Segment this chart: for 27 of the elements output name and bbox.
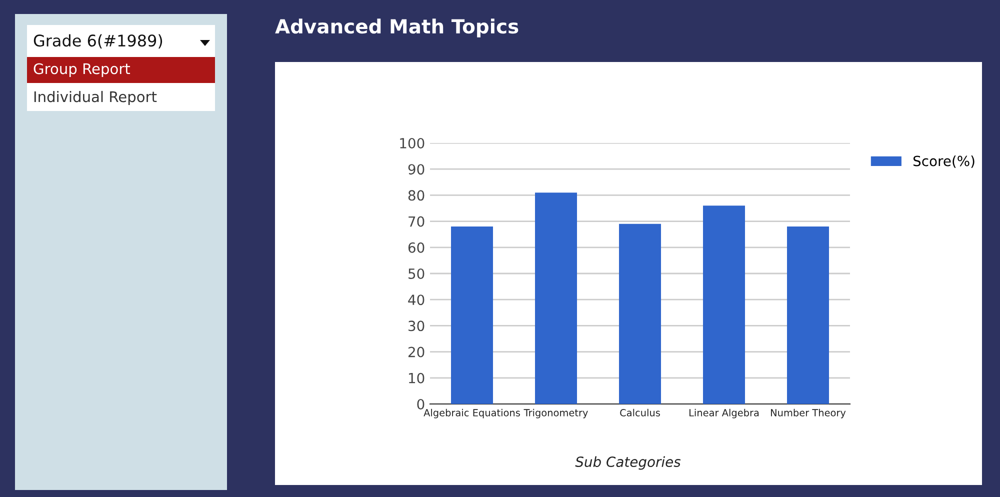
bar	[535, 192, 577, 404]
x-tick-label: Calculus	[620, 408, 660, 416]
y-tick-label: 90	[408, 164, 424, 175]
y-tick-label: 60	[408, 242, 424, 253]
y-tick-label: 50	[408, 268, 424, 279]
text: Individual Report	[34, 90, 157, 106]
chart-title: Advanced Math Topics	[275, 18, 518, 38]
x-tick-label: Trigonometry	[524, 408, 588, 418]
text: Grade 6(#1989)	[34, 34, 162, 49]
text: Group Report	[34, 63, 130, 78]
legend-label: Score(%)	[913, 156, 974, 168]
bar	[619, 224, 661, 404]
y-tick-label: 10	[408, 372, 424, 384]
x-tick-label: Linear Algebra	[689, 408, 759, 418]
y-tick-label: 70	[408, 216, 424, 227]
y-tick-label: 40	[408, 294, 424, 306]
y-tick-label: 100	[400, 138, 424, 148]
bar	[787, 226, 829, 404]
y-tick-label: 30	[408, 320, 424, 332]
x-tick-label: Algebraic Equations	[424, 408, 520, 418]
y-tick-label: 80	[408, 190, 424, 201]
y-tick-label: 0	[417, 398, 424, 410]
y-tick-label: 20	[408, 346, 424, 358]
x-axis-title: Sub Categories	[575, 456, 681, 470]
bar	[703, 206, 745, 404]
x-tick-label: Number Theory	[770, 408, 846, 418]
bar	[451, 226, 493, 404]
